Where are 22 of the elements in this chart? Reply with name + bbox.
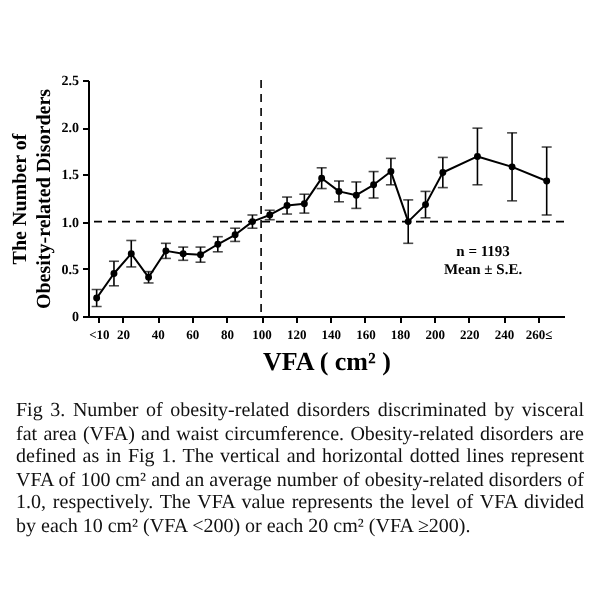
- point: [439, 169, 447, 176]
- point: [473, 153, 481, 160]
- point: [162, 247, 170, 255]
- point: [127, 250, 135, 258]
- x-axis-title: VFA ( cm² ): [263, 346, 391, 376]
- caption: Fig 3. Number of obesity-related disorders discriminated by visceral fat area (VFA) and waist circumference. Obesity-related disorders are defined as in Fig 1. The vertical and horizontal dotted lines represent VFA of 100 cm² and an average number of obesity-related disorders of 1.0, respectively. The VFA value represents the level of VFA divided by each 10 cm² (VFA <200) or each 20 cm² (VFA ≥200).: [16, 400, 584, 538]
- point: [422, 201, 429, 209]
- point: [404, 218, 412, 226]
- point: [387, 168, 395, 176]
- point: [93, 294, 101, 302]
- point: [508, 163, 516, 171]
- point: [318, 174, 326, 182]
- point: [300, 200, 308, 208]
- point: [370, 181, 378, 189]
- point: [283, 202, 291, 210]
- point: [197, 251, 204, 259]
- point: [543, 177, 551, 185]
- point: [352, 191, 360, 199]
- point: [110, 270, 118, 277]
- y-axis-title: The Number of Obesity-related Disorders: [9, 88, 56, 310]
- point: [335, 187, 343, 195]
- point: [214, 240, 222, 248]
